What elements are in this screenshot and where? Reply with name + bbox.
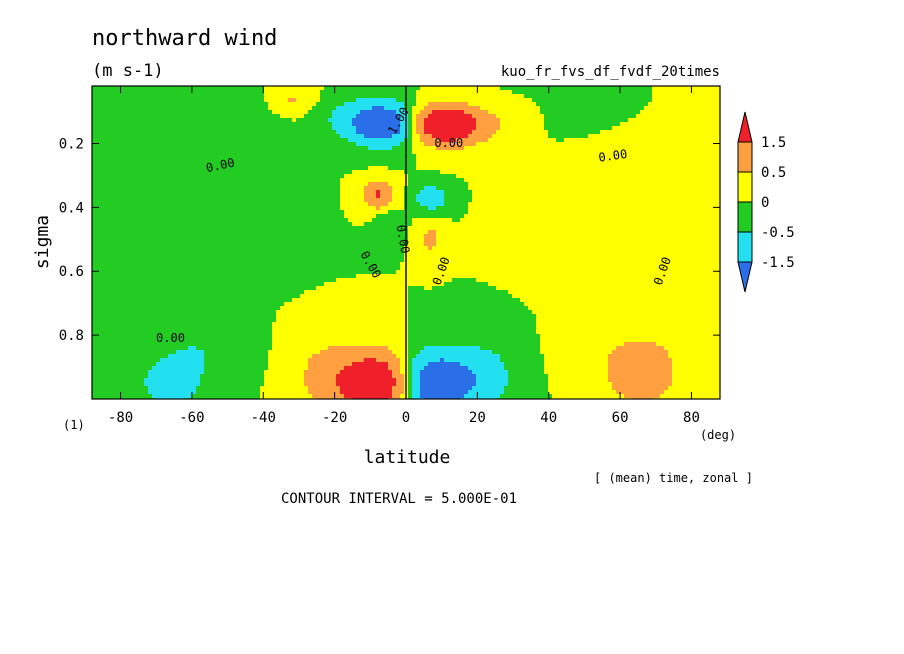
x-axis-units: (deg) xyxy=(700,428,736,442)
colorbar-segment xyxy=(737,141,753,173)
x-tick-label: -20 xyxy=(322,410,347,426)
x-tick-label: 0 xyxy=(402,410,410,426)
contour-label: 0.00 xyxy=(394,224,413,255)
y-tick-label: 0.6 xyxy=(59,264,84,280)
colorbar: 1.5 0.5 0 -0.5 -1.5 xyxy=(737,111,795,293)
colorbar-label: 1.5 xyxy=(761,135,786,151)
x-tick-label: 20 xyxy=(469,410,486,426)
colorbar-top-arrow xyxy=(737,111,753,143)
averaging-note: [ (mean) time, zonal ] xyxy=(594,471,753,485)
x-tick-label: -60 xyxy=(179,410,204,426)
colorbar-label: 0.5 xyxy=(761,165,786,181)
x-tick-label: 40 xyxy=(540,410,557,426)
y-axis: 0.2 0.4 0.6 0.8 xyxy=(59,136,720,344)
x-axis: -80 -60 -40 -20 0 20 40 60 80 xyxy=(108,86,700,426)
y-tick-label: 0.4 xyxy=(59,200,84,216)
panel-label: (1) xyxy=(63,418,85,432)
contour-interval-label: CONTOUR INTERVAL = 5.000E-01 xyxy=(281,491,517,507)
chart-title: northward wind xyxy=(92,26,277,51)
x-tick-label: -40 xyxy=(251,410,276,426)
colorbar-segment xyxy=(737,201,753,233)
x-axis-label: latitude xyxy=(364,447,451,468)
colorbar-bottom-arrow xyxy=(737,261,753,293)
units-label: (m s-1) xyxy=(92,61,164,81)
contour-label: 0.00 xyxy=(598,147,629,165)
contour-field xyxy=(92,86,720,399)
colorbar-segment xyxy=(737,171,753,203)
contour-label: 0.00 xyxy=(434,136,463,150)
x-tick-label: 60 xyxy=(612,410,629,426)
colorbar-label: -0.5 xyxy=(761,225,795,241)
contour-label: 0.00 xyxy=(156,331,185,345)
contour-label: 0.00 xyxy=(205,156,236,176)
y-tick-label: 0.2 xyxy=(59,136,84,152)
colorbar-label: -1.5 xyxy=(761,255,795,271)
x-tick-label: 80 xyxy=(683,410,700,426)
x-tick-label: -80 xyxy=(108,410,133,426)
y-tick-label: 0.8 xyxy=(59,328,84,344)
y-axis-label: sigma xyxy=(32,215,53,269)
colorbar-segment xyxy=(737,231,753,263)
colorbar-label: 0 xyxy=(761,195,769,211)
experiment-label: kuo_fr_fvs_df_fvdf_20times xyxy=(501,64,720,80)
